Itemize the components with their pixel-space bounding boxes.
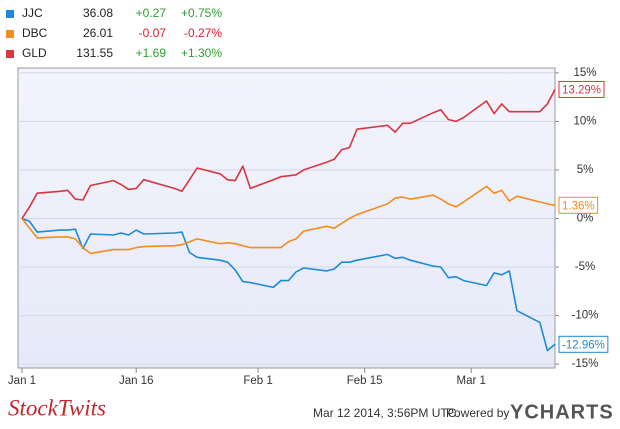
end-label-box (558, 196, 599, 214)
x-tick-label: Jan 16 (119, 375, 154, 387)
legend-change-pct: +0.75% (181, 6, 222, 20)
y-tick-label: 5% (577, 164, 594, 176)
legend-name: GLD (22, 46, 47, 60)
legend-swatch (6, 50, 14, 58)
powered-by: Powered by (446, 406, 509, 420)
legend-change: +0.27 (136, 6, 167, 20)
logo: StockTwits (8, 395, 106, 420)
legend-name: JJC (22, 6, 43, 20)
legend-change-pct: +1.30% (181, 46, 222, 60)
brand: YCHARTS (510, 401, 614, 423)
series-line (21, 89, 556, 219)
end-label: 13.29% (562, 84, 601, 96)
y-tick-label: -5% (575, 261, 595, 273)
end-label: -12.96% (562, 339, 605, 351)
legend-name: DBC (22, 26, 48, 40)
y-tick-label: 0% (577, 213, 594, 225)
legend-price: 36.08 (83, 6, 113, 20)
series-line (21, 217, 556, 352)
legend-price: 131.55 (76, 46, 113, 60)
timestamp: Mar 12 2014, 3:56PM UTC. (313, 406, 460, 420)
legend-price: 26.01 (83, 26, 113, 40)
y-tick-label: 10% (573, 115, 596, 127)
series-line (21, 185, 556, 255)
legend-swatch (6, 10, 14, 18)
x-tick-label: Feb 15 (347, 375, 383, 387)
legend-change: -0.07 (139, 26, 167, 40)
legend-swatch (6, 30, 14, 38)
y-tick-label: -10% (572, 310, 599, 322)
legend-change-pct: -0.27% (184, 26, 222, 40)
end-label-box (558, 80, 605, 98)
end-label-box (558, 335, 609, 353)
x-tick-label: Jan 1 (8, 375, 36, 387)
y-tick-label: 15% (573, 67, 596, 79)
x-tick-label: Mar 1 (457, 375, 486, 387)
x-tick-label: Feb 1 (243, 375, 272, 387)
y-tick-label: -15% (572, 358, 599, 370)
legend-change: +1.69 (136, 46, 167, 60)
end-label: 1.36% (562, 200, 595, 212)
